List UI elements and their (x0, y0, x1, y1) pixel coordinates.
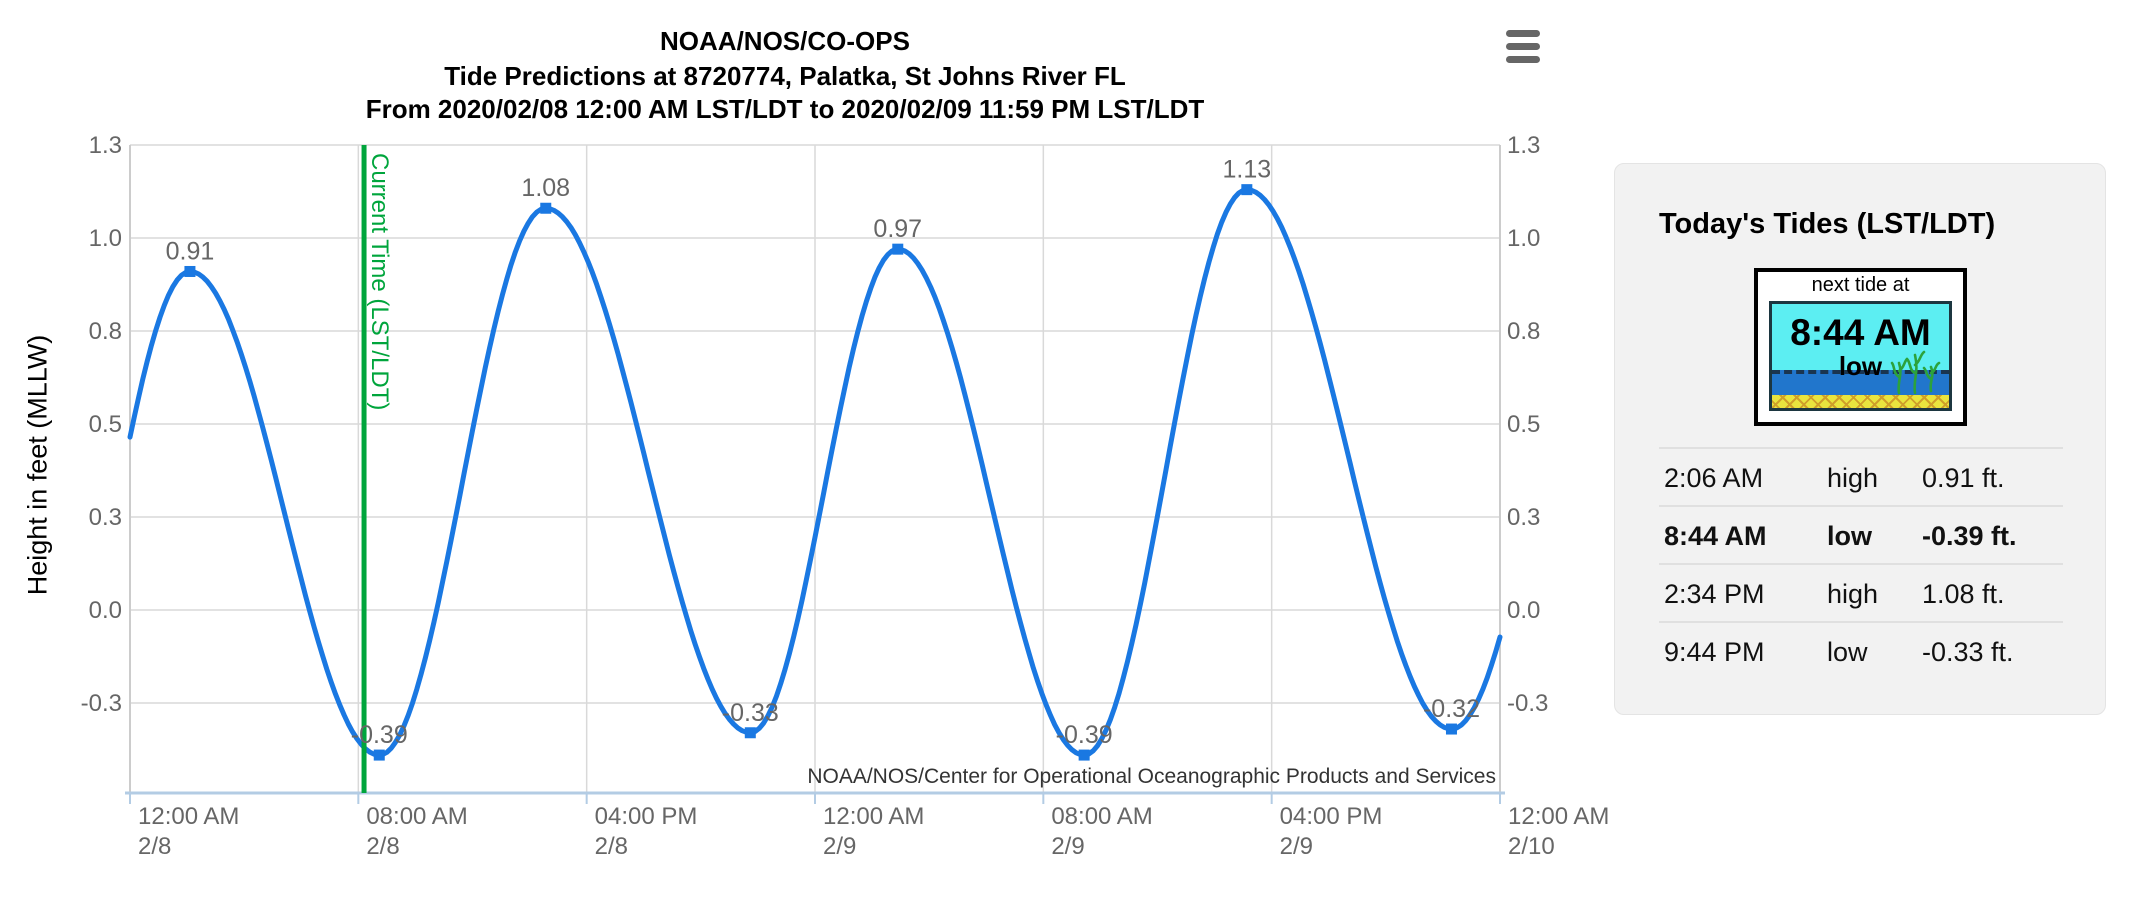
x-axis-tick-label-date: 2/9 (1051, 833, 1084, 860)
tide-point-marker-high[interactable] (892, 243, 904, 255)
panel-title: Today's Tides (LST/LDT) (1659, 208, 1996, 240)
x-axis-tick-label-time: 08:00 AM (1051, 803, 1152, 830)
tide-point-marker-low[interactable] (1445, 723, 1457, 735)
tide-events-table: 2:06 AM high 0.91 ft. 8:44 AM low -0.39 … (1659, 447, 2063, 679)
tide-height: -0.39 ft. (1922, 521, 2017, 551)
x-axis-tick-label-date: 2/9 (1280, 833, 1313, 860)
tide-point-label: 1.08 (521, 174, 570, 202)
hamburger-icon (1506, 30, 1542, 63)
chart-title: NOAA/NOS/CO-OPS (660, 26, 910, 56)
x-axis-tick-label-time: 12:00 AM (823, 803, 924, 830)
current-time-label: Current Time (LST/LDT) (366, 153, 393, 410)
tide-height: -0.33 ft. (1922, 637, 2014, 667)
y-axis-tick-label-left: 1.0 (89, 225, 122, 252)
tide-point-marker-high[interactable] (1241, 184, 1253, 196)
tide-table-row: 9:44 PM low -0.33 ft. (1659, 621, 2063, 679)
x-axis-tick-label-date: 2/8 (138, 833, 171, 860)
tide-table-row: 2:06 AM high 0.91 ft. (1659, 447, 2063, 505)
y-axis-tick-label-left: 1.3 (89, 132, 122, 159)
tide-point-label: 0.97 (873, 215, 922, 243)
seaweed-icon (1890, 350, 1941, 395)
tide-point-label: -0.39 (1056, 721, 1113, 749)
x-axis-tick-label-time: 04:00 PM (595, 803, 698, 830)
tide-table-row: 2:34 PM high 1.08 ft. (1659, 563, 2063, 621)
tide-point-label: 0.91 (166, 237, 215, 265)
tide-point-label: -0.33 (722, 699, 779, 727)
x-axis-tick-label-time: 12:00 AM (138, 803, 239, 830)
y-axis-tick-label-right: 1.3 (1507, 132, 1540, 159)
y-axis-tick-label-left: 0.8 (89, 318, 122, 345)
y-axis-tick-label-right: 0.0 (1507, 597, 1540, 624)
y-axis-tick-label-left: 0.5 (89, 411, 122, 438)
tide-point-marker-low[interactable] (744, 727, 756, 739)
tide-point-marker-low[interactable] (373, 749, 385, 761)
sand-band (1772, 395, 1949, 408)
x-axis-tick-label-time: 12:00 AM (1508, 803, 1609, 830)
tide-time: 2:06 AM (1664, 463, 1764, 493)
tide-type: low (1827, 521, 1872, 551)
tide-time: 8:44 AM (1664, 521, 1767, 551)
y-axis-tick-label-left: 0.0 (89, 597, 122, 624)
y-axis-tick-label-right: 0.5 (1507, 411, 1540, 438)
chart-subtitle-range: From 2020/02/08 12:00 AM LST/LDT to 2020… (365, 94, 1205, 124)
chart-menu-button[interactable] (1506, 30, 1542, 64)
tide-height: 1.08 ft. (1922, 579, 2005, 609)
tide-type: high (1827, 579, 1879, 609)
next-tide-time: 8:44 AM (1790, 312, 1931, 353)
y-axis-tick-label-right: -0.3 (1507, 690, 1548, 717)
x-axis-tick-label-date: 2/8 (595, 833, 628, 860)
tide-type: low (1827, 637, 1868, 667)
chart-subtitle-location: Tide Predictions at 8720774, Palatka, St… (444, 61, 1126, 91)
tide-height: 0.91 ft. (1922, 463, 2005, 493)
x-axis-tick-label-date: 2/8 (366, 833, 399, 860)
y-axis-tick-label-left: 0.3 (89, 504, 122, 531)
tide-point-marker-high[interactable] (184, 265, 196, 277)
tide-time: 9:44 PM (1664, 637, 1765, 667)
next-tide-type: low (1838, 351, 1883, 381)
todays-tides-panel: Today's Tides (LST/LDT) next tide at 8:4… (1614, 163, 2106, 715)
next-tide-caption: next tide at (1811, 274, 1910, 296)
tide-point-label: -0.32 (1423, 695, 1480, 723)
x-axis-tick-label-time: 04:00 PM (1280, 803, 1383, 830)
tide-time: 2:34 PM (1664, 579, 1765, 609)
y-axis-tick-label-right: 0.8 (1507, 318, 1540, 345)
watermark: NOAA/NOS/Center for Operational Oceanogr… (807, 765, 1496, 788)
x-axis-tick-label-date: 2/10 (1508, 833, 1555, 860)
y-axis-tick-label-right: 0.3 (1507, 504, 1540, 531)
water-band (1772, 370, 1949, 395)
tide-point-label: -0.39 (351, 721, 408, 749)
tide-plot-area: 1.3 1.3 1.0 1.0 0.8 0.8 0.5 0.5 0.3 0.3 0.0 0.0 -0.3… (81, 132, 1610, 860)
tide-table-row: 8:44 AM low -0.39 ft. (1659, 505, 2063, 563)
tide-curve (127, 187, 1503, 758)
tide-point-marker-low[interactable] (1078, 749, 1090, 761)
y-axis-tick-label-right: 1.0 (1507, 225, 1540, 252)
tide-point-label: 1.13 (1222, 156, 1271, 184)
tide-chart: NOAA/NOS/CO-OPS Tide Predictions at 8720… (23, 26, 1610, 860)
x-axis-tick-label-date: 2/9 (823, 833, 856, 860)
y-axis-tick-label-left: -0.3 (81, 690, 122, 717)
tide-point-marker-high[interactable] (540, 202, 552, 214)
next-tide-graphic: next tide at 8:44 AM low (1754, 268, 1967, 426)
x-axis-tick-label-time: 08:00 AM (366, 803, 467, 830)
tide-type: high (1827, 463, 1879, 493)
next-tide-scene: 8:44 AM low (1769, 301, 1952, 411)
